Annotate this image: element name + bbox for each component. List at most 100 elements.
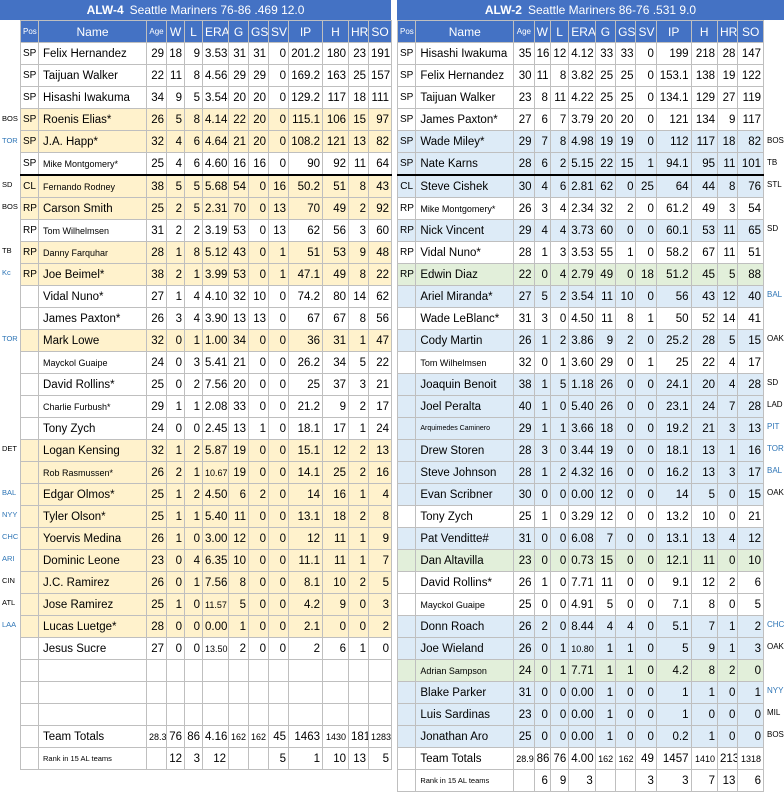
totals-pos-cell	[396, 747, 417, 770]
cell-gs: 29	[248, 64, 269, 87]
team-label: BOS	[2, 114, 18, 123]
cell-pos	[20, 439, 39, 462]
cell-name: Joel Peralta	[415, 395, 515, 418]
cell-gs: 0	[615, 483, 637, 506]
cell-ip: 14	[655, 483, 692, 506]
cell-age: 25	[513, 505, 535, 528]
totals-hr: 181	[348, 725, 369, 748]
cell-w: 1	[166, 593, 185, 616]
cell-h: 11	[690, 549, 718, 572]
cell-sv: 0	[635, 42, 657, 65]
cell-name: Vidal Nuno*	[38, 285, 147, 308]
cell-sv: 1	[635, 152, 657, 176]
cell-ip: 90	[288, 152, 323, 176]
cell-g: 2	[228, 637, 249, 660]
cell-sv: 0	[268, 130, 289, 153]
cell-w: 3	[533, 197, 551, 220]
cell-so: 28	[737, 373, 764, 396]
cell-era: 3.29	[568, 505, 596, 528]
cell-ip: 4.2	[288, 593, 323, 616]
cell-ip: 64	[655, 174, 692, 198]
cell-pos: RP	[396, 241, 417, 264]
cell-h: 17	[322, 417, 349, 440]
cell-age: 27	[513, 108, 535, 131]
cell-sv: 0	[635, 417, 657, 440]
cell-name: J.C. Ramirez	[38, 571, 147, 594]
cell-hr: 15	[348, 108, 369, 131]
cell-era: 3.73	[568, 219, 596, 242]
cell-g: 4	[594, 615, 617, 638]
cell-sv: 0	[635, 219, 657, 242]
cell-pos	[396, 461, 417, 484]
cell-pos	[20, 659, 39, 682]
left-title-code: ALW-4	[86, 3, 124, 17]
cell-gs: 0	[615, 439, 637, 462]
cell-l: 6	[184, 152, 203, 176]
cell-gs: 8	[615, 307, 637, 330]
cell-name: Mike Montgomery*	[38, 152, 147, 176]
cell-so: 4	[368, 483, 392, 506]
cell-l: 0	[549, 549, 570, 572]
cell-ip: 7.1	[655, 593, 692, 616]
cell-hr: 8	[348, 174, 369, 198]
cell-age: 31	[146, 219, 167, 242]
cell-hr: 3	[716, 417, 739, 440]
cell-h: 31	[322, 329, 349, 352]
cell-age: 26	[146, 527, 167, 550]
cell-w: 0	[533, 527, 551, 550]
cell-g: 5	[228, 593, 249, 616]
cell-l: 4	[549, 263, 570, 286]
table-row: Jonathan Aro 25 0 0 0.00 1 0 0 0.2 1 0 0	[396, 725, 764, 748]
cell-era: 3.54	[202, 86, 229, 109]
table-row: Pat Venditte# 31 0 0 6.08 7 0 0 13.1 13 4 12	[396, 527, 764, 550]
cell-era: 0.73	[568, 549, 596, 572]
cell-ip: 50.2	[288, 174, 323, 198]
col-header-so: SO	[368, 20, 392, 43]
cell-sv: 0	[268, 108, 289, 131]
cell-gs	[248, 681, 269, 704]
right-title-text: Seattle Mariners 86-76 .531 9.0	[527, 3, 697, 17]
cell-h: 52	[690, 307, 718, 330]
cell-w: 1	[166, 395, 185, 418]
cell-age: 25	[146, 505, 167, 528]
cell-ip: 21.2	[288, 395, 323, 418]
cell-ip: 61.2	[655, 197, 692, 220]
totals-g: 162	[594, 747, 617, 770]
cell-g: 19	[594, 439, 617, 462]
cell-ip: 62	[288, 219, 323, 242]
cell-g: 6	[228, 483, 249, 506]
cell-sv: 0	[635, 241, 657, 264]
cell-ip: 2	[288, 637, 323, 660]
cell-name: Felix Hernandez	[415, 64, 515, 87]
cell-w: 1	[166, 527, 185, 550]
cell-gs: 0	[248, 241, 269, 264]
right-header-row: Pos Name Age W L ERA G GS SV IP H HR SO	[396, 20, 764, 43]
cell-gs: 0	[615, 263, 637, 286]
cell-pos: SP	[396, 108, 417, 131]
cell-sv: 0	[635, 615, 657, 638]
cell-age: 26	[513, 615, 535, 638]
cell-l: 1	[549, 659, 570, 682]
cell-sv: 13	[268, 197, 289, 220]
cell-era	[202, 659, 229, 682]
cell-so: 13	[368, 439, 392, 462]
table-row: James Paxton* 26 3 4 3.90 13 13 0 67 67 8 56	[20, 307, 392, 330]
cell-pos	[20, 505, 39, 528]
cell-l: 0	[549, 307, 570, 330]
cell-pos: CL	[396, 174, 417, 198]
cell-h: 13	[690, 461, 718, 484]
cell-gs: 0	[248, 174, 269, 198]
cell-hr: 0	[348, 615, 369, 638]
cell-w: 3	[533, 307, 551, 330]
table-row: Mayckol Guaipe 24 0 3 5.41 21 0 0 26.2 34 5 22	[20, 351, 392, 374]
team-label: BAL	[767, 290, 783, 299]
table-row: Arquimedes Caminero 29 1 1 3.66 18 0 0 19.2 21 3 13	[396, 417, 764, 440]
cell-era: 0.00	[568, 483, 596, 506]
table-row: Tony Zych 24 0 0 2.45 13 1 0 18.1 17 1 24	[20, 417, 392, 440]
cell-w	[166, 703, 185, 726]
cell-so: 54	[737, 197, 764, 220]
cell-age: 24	[513, 659, 535, 682]
cell-pos	[20, 417, 39, 440]
cell-g: 15	[594, 549, 617, 572]
cell-ip: 13.1	[288, 505, 323, 528]
